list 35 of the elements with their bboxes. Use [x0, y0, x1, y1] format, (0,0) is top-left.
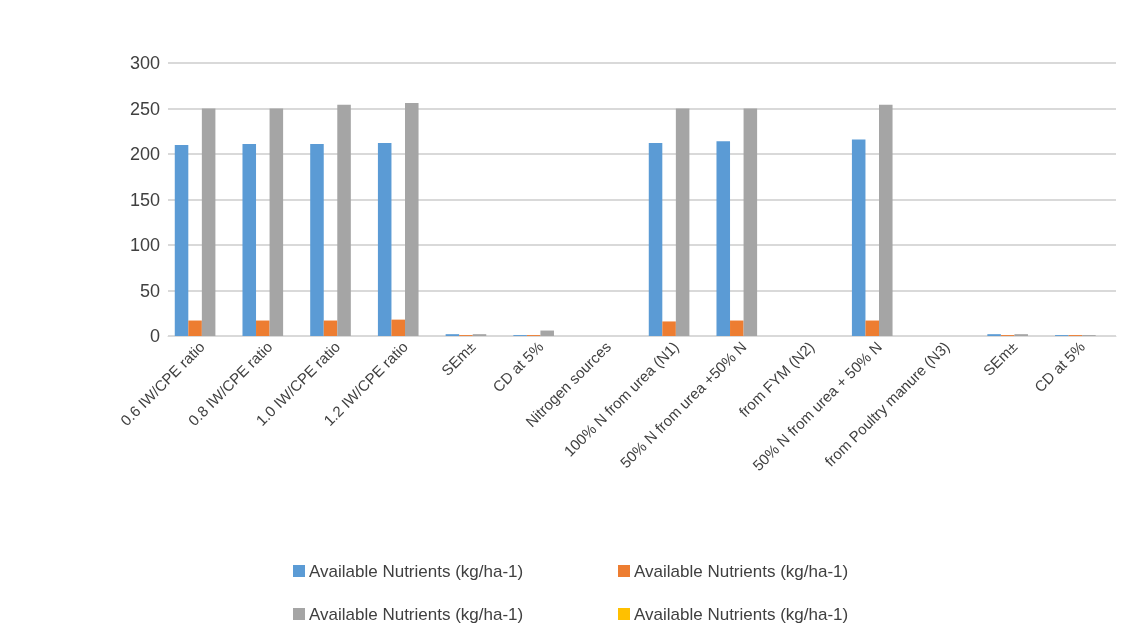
y-tick-label: 200	[129, 144, 160, 164]
bar	[188, 320, 202, 336]
bar	[269, 108, 284, 336]
bar	[730, 320, 744, 336]
bar	[405, 103, 419, 336]
y-tick-label: 300	[129, 53, 160, 73]
y-tick-label: 250	[129, 98, 160, 119]
x-tick-label: CD at 5%	[1030, 337, 1089, 396]
bar	[256, 320, 270, 336]
bar	[337, 104, 351, 336]
bar	[648, 143, 663, 336]
bar	[174, 144, 189, 336]
bar	[743, 108, 758, 336]
legend-label: Available Nutrients (kg/ha-1)	[634, 605, 849, 624]
bar	[851, 139, 866, 336]
legend-label: Available Nutrients (kg/ha-1)	[634, 562, 849, 581]
bar	[323, 320, 338, 336]
bar	[879, 104, 893, 336]
bar	[391, 319, 405, 336]
bar	[540, 330, 554, 336]
legend-label: Available Nutrients (kg/ha-1)	[309, 605, 524, 624]
y-tick-label: 0	[149, 326, 160, 346]
bar	[377, 143, 392, 336]
bar	[675, 108, 690, 336]
x-tick-label: CD at 5%	[489, 337, 547, 396]
bar	[242, 143, 257, 336]
bar	[310, 143, 324, 336]
y-tick-label: 100	[129, 235, 160, 255]
bar	[201, 108, 216, 336]
legend-label: Available Nutrients (kg/ha-1)	[309, 562, 524, 581]
y-tick-label: 150	[129, 189, 160, 210]
bar	[662, 321, 676, 336]
bar	[865, 320, 879, 336]
bar	[716, 141, 731, 336]
y-tick-label: 50	[139, 280, 160, 301]
